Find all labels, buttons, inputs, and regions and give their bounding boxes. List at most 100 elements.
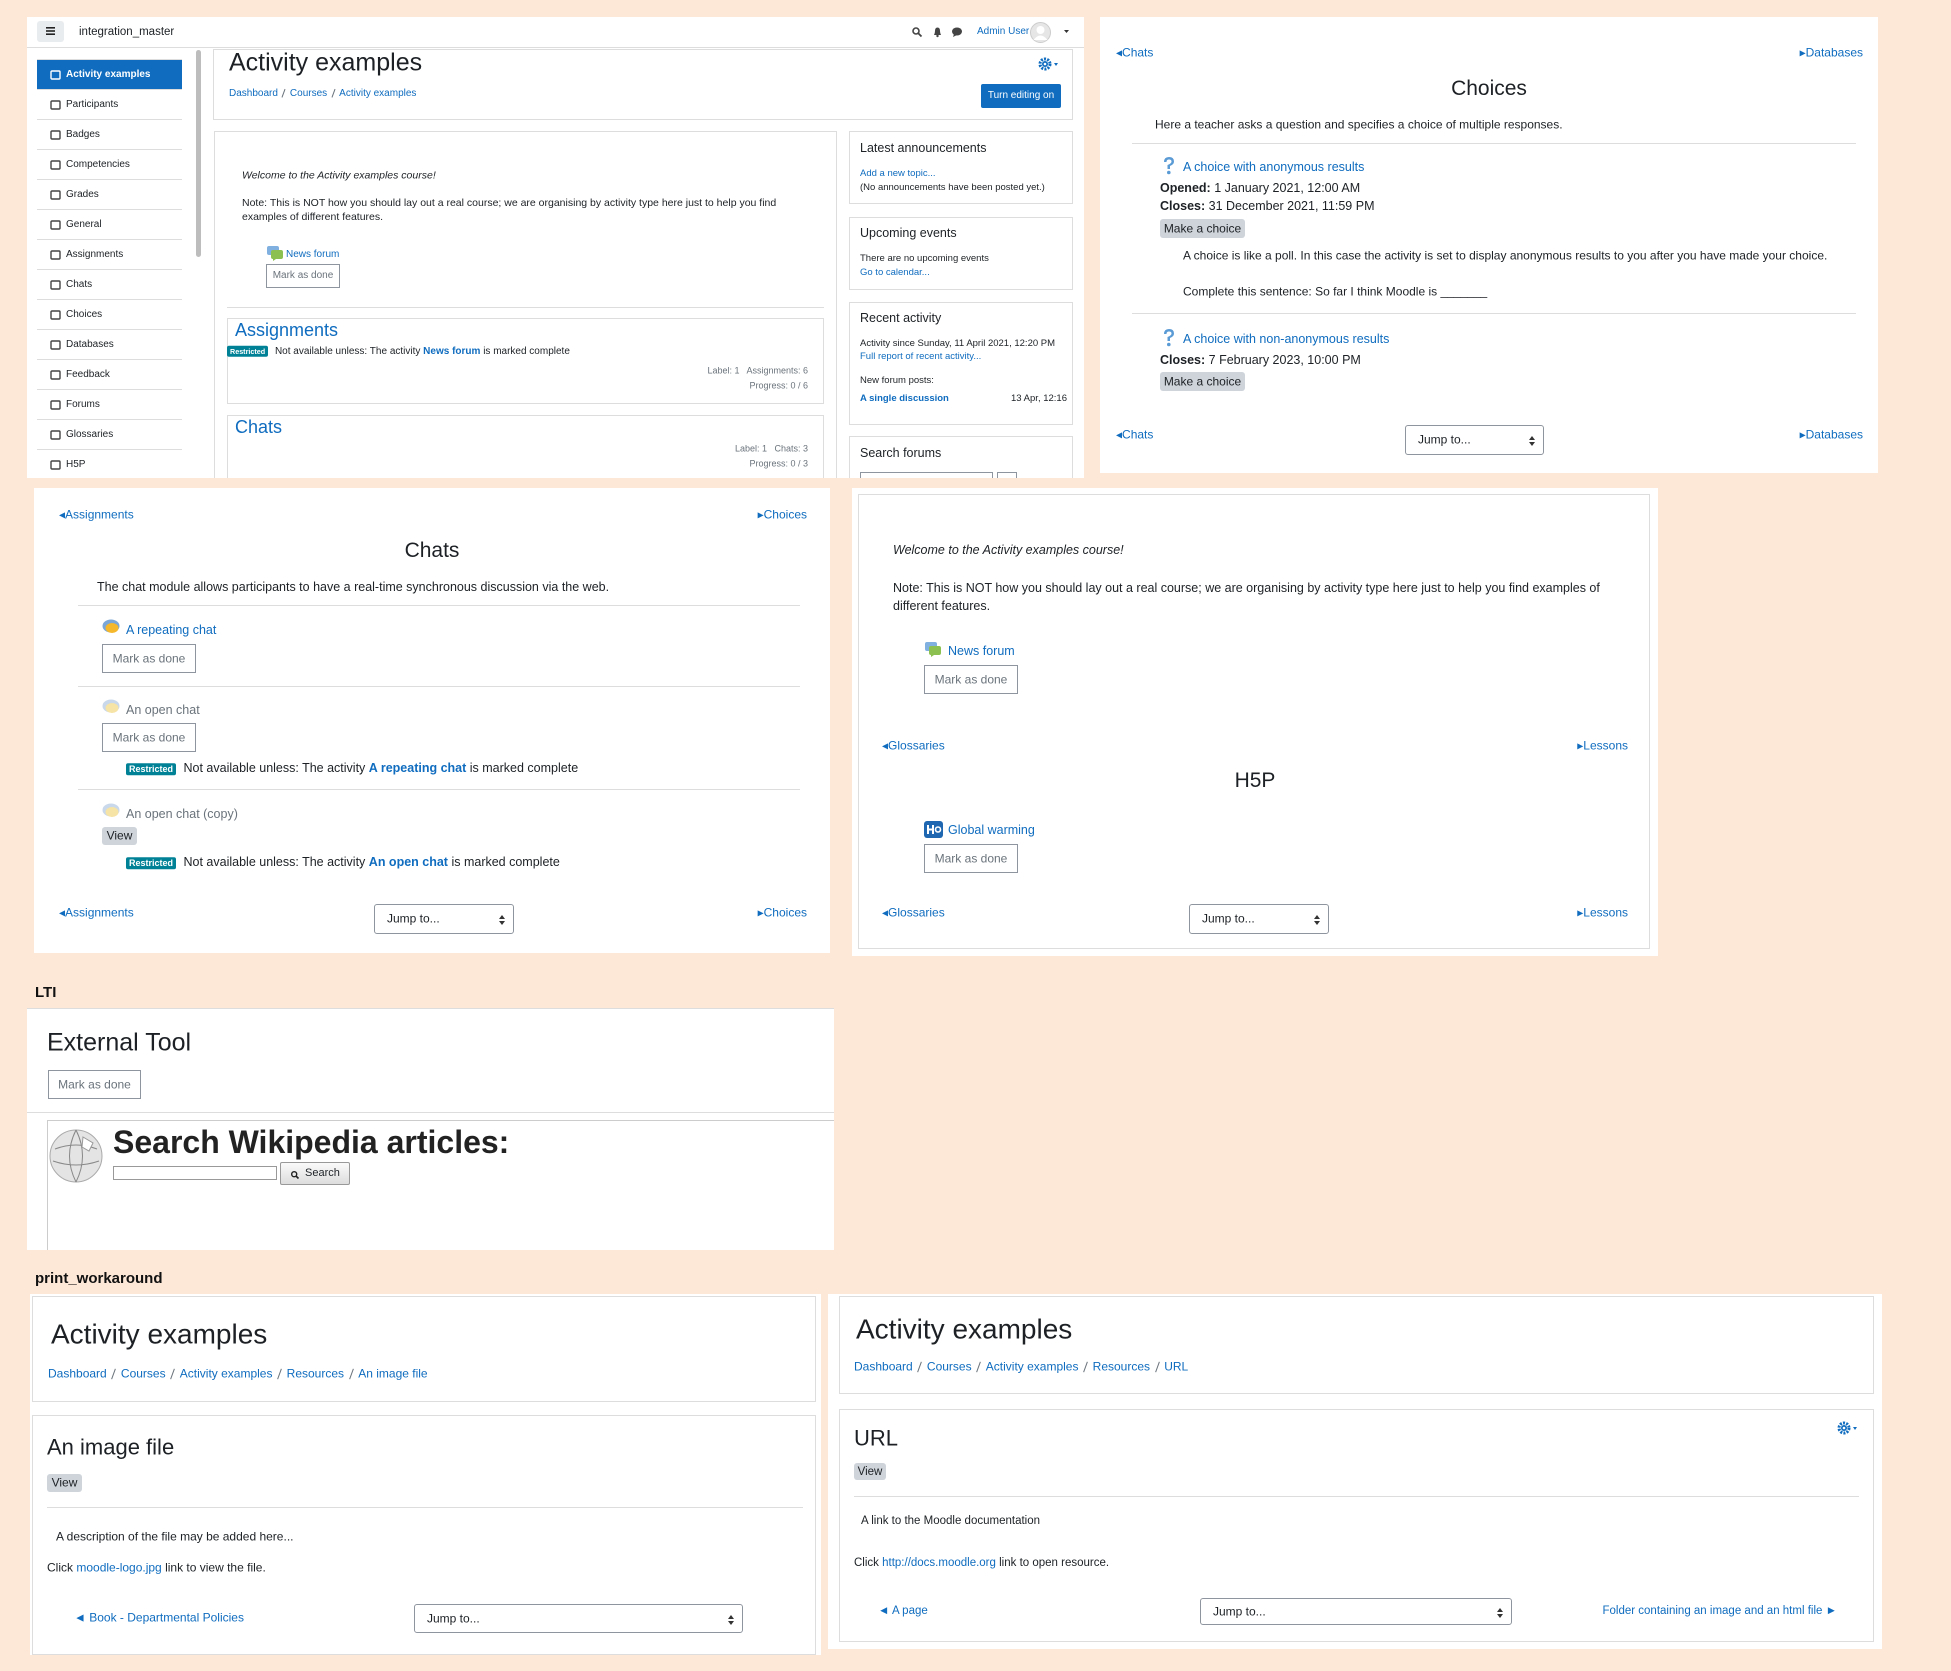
search-input[interactable] bbox=[113, 1166, 277, 1180]
prev-link[interactable]: ◄ Book - Departmental Policies bbox=[74, 1610, 244, 1625]
breadcrumb-link[interactable]: Activity examples bbox=[985, 1359, 1079, 1374]
resource-link[interactable]: http://docs.moodle.org bbox=[882, 1556, 996, 1569]
choice-button[interactable]: Make a choice bbox=[1160, 372, 1245, 391]
mark-done-button[interactable]: Mark as done bbox=[924, 844, 1018, 873]
section-title[interactable]: Chats bbox=[235, 416, 283, 437]
nav-item[interactable]: Participants bbox=[37, 90, 182, 120]
next-link[interactable]: Folder containing an image and an html f… bbox=[1602, 1604, 1838, 1617]
jump-select[interactable]: Jump to... bbox=[374, 904, 514, 934]
mark-done-button[interactable]: Mark as done bbox=[48, 1070, 141, 1099]
jump-select[interactable]: Jump to... bbox=[1405, 425, 1544, 455]
breadcrumb-separator bbox=[976, 1361, 982, 1373]
activity-link[interactable]: News forum bbox=[286, 248, 340, 260]
activity-link[interactable]: News forum bbox=[948, 644, 1015, 659]
activity-link[interactable]: Global warming bbox=[948, 823, 1035, 838]
search-button[interactable] bbox=[997, 472, 1017, 478]
activity-link[interactable]: A choice with anonymous results bbox=[1183, 160, 1365, 175]
settings-gear-part bbox=[1054, 63, 1058, 66]
prev-link[interactable]: ◄ A page bbox=[878, 1604, 928, 1617]
block-text: (No announcements have been posted yet.) bbox=[860, 182, 1045, 194]
view-button[interactable]: View bbox=[47, 1474, 82, 1492]
prev-link[interactable]: ◂Chats bbox=[1116, 45, 1154, 60]
select-caret bbox=[1314, 915, 1320, 925]
nav-item[interactable]: Choices bbox=[37, 300, 182, 330]
mark-done-button[interactable]: Mark as done bbox=[102, 644, 196, 673]
view-button[interactable]: View bbox=[854, 1463, 886, 1480]
nav-item[interactable]: Databases bbox=[37, 330, 182, 360]
view-button[interactable]: View bbox=[102, 827, 137, 845]
mark-done-button[interactable]: Mark as done bbox=[924, 665, 1018, 694]
next-link[interactable]: ▸Choices bbox=[757, 507, 807, 522]
breadcrumb-link[interactable]: Resources bbox=[1092, 1359, 1151, 1374]
nav-icon bbox=[50, 340, 61, 350]
prev-link[interactable]: ◂Assignments bbox=[59, 507, 134, 522]
prev-link[interactable]: ◂Chats bbox=[1116, 427, 1154, 442]
nav-icon-part bbox=[50, 280, 61, 290]
block-link[interactable]: Full report of recent activity... bbox=[860, 351, 982, 363]
forum-icon-part bbox=[273, 259, 276, 261]
nav-item[interactable]: Badges bbox=[37, 120, 182, 150]
nav-item[interactable]: Glossaries bbox=[37, 420, 182, 450]
next-link[interactable]: ▸Lessons bbox=[1577, 905, 1628, 920]
search-button-label: Search bbox=[305, 1167, 340, 1180]
search-button[interactable]: Search bbox=[280, 1162, 350, 1185]
jump-select-label: Jump to... bbox=[1213, 1604, 1266, 1618]
mark-done-button-label: Mark as done bbox=[112, 651, 186, 665]
prev-link[interactable]: ◂Glossaries bbox=[882, 905, 945, 920]
block-link[interactable]: Go to calendar... bbox=[860, 267, 930, 279]
nav-item[interactable]: Feedback bbox=[37, 360, 182, 390]
nav-item[interactable]: Chats bbox=[37, 270, 182, 300]
breadcrumb-link[interactable]: An image file bbox=[358, 1366, 428, 1381]
activity-link[interactable]: A repeating chat bbox=[126, 623, 217, 638]
nav-item[interactable]: Activity examples bbox=[37, 60, 182, 90]
next-link[interactable]: ▸Databases bbox=[1799, 427, 1863, 442]
message-icon bbox=[952, 27, 962, 37]
breadcrumb-link[interactable]: Dashboard bbox=[48, 1366, 107, 1381]
section bbox=[227, 415, 824, 478]
breadcrumb-link[interactable]: Courses bbox=[289, 87, 328, 99]
nav-item[interactable]: Forums bbox=[37, 390, 182, 420]
user-name[interactable]: Admin User bbox=[977, 25, 1030, 37]
search-input[interactable] bbox=[860, 472, 993, 478]
prev-link[interactable]: ◂Glossaries bbox=[882, 738, 945, 753]
breadcrumb-link[interactable]: Activity examples bbox=[339, 87, 417, 99]
avatar-part bbox=[1036, 26, 1045, 34]
date-row: Closes: 7 February 2023, 10:00 PM bbox=[1160, 353, 1361, 369]
prev-link[interactable]: ◂Assignments bbox=[59, 905, 134, 920]
next-link[interactable]: ▸Lessons bbox=[1577, 738, 1628, 753]
nav-item[interactable]: General bbox=[37, 210, 182, 240]
mark-done-button[interactable]: Mark as done bbox=[266, 264, 340, 288]
section-title[interactable]: Assignments bbox=[235, 319, 339, 340]
restriction-link[interactable]: A repeating chat bbox=[368, 761, 467, 776]
jump-select[interactable]: Jump to... bbox=[414, 1604, 743, 1633]
breadcrumb-link[interactable]: Courses bbox=[926, 1359, 972, 1374]
restriction-link[interactable]: News forum bbox=[423, 345, 481, 357]
nav-item[interactable]: Assignments bbox=[37, 240, 182, 270]
breadcrumb-link[interactable]: Resources bbox=[286, 1366, 345, 1381]
restriction-link[interactable]: An open chat bbox=[368, 855, 448, 870]
block-link[interactable]: A single discussion bbox=[860, 393, 949, 405]
nav-item[interactable]: Grades bbox=[37, 180, 182, 210]
edit-button[interactable]: Turn editing on bbox=[981, 84, 1061, 108]
breadcrumb-link[interactable]: Dashboard bbox=[229, 87, 278, 99]
choice-button[interactable]: Make a choice bbox=[1160, 219, 1245, 238]
next-link[interactable]: ▸Choices bbox=[757, 905, 807, 920]
breadcrumb-link[interactable]: Activity examples bbox=[179, 1366, 273, 1381]
breadcrumb-link[interactable]: Courses bbox=[120, 1366, 166, 1381]
resource-link[interactable]: moodle-logo.jpg bbox=[76, 1560, 162, 1575]
block-link[interactable]: Add a new topic... bbox=[860, 168, 936, 180]
breadcrumb-link[interactable]: URL bbox=[1164, 1359, 1189, 1374]
nav-item[interactable]: H5P bbox=[37, 450, 182, 478]
separator bbox=[1132, 143, 1856, 144]
activity-link[interactable]: A choice with non-anonymous results bbox=[1183, 332, 1390, 347]
next-link[interactable]: ▸Databases bbox=[1799, 45, 1863, 60]
nav-item[interactable]: Competencies bbox=[37, 150, 182, 180]
mark-done-button[interactable]: Mark as done bbox=[102, 723, 196, 752]
jump-select[interactable]: Jump to... bbox=[1200, 1598, 1512, 1625]
breadcrumb-separator bbox=[1154, 1361, 1160, 1373]
jump-select[interactable]: Jump to... bbox=[1189, 904, 1329, 934]
chat-icon bbox=[102, 699, 120, 713]
menu-toggle[interactable] bbox=[37, 21, 64, 42]
select-caret-part bbox=[1497, 1607, 1503, 1618]
breadcrumb-link[interactable]: Dashboard bbox=[854, 1359, 913, 1374]
